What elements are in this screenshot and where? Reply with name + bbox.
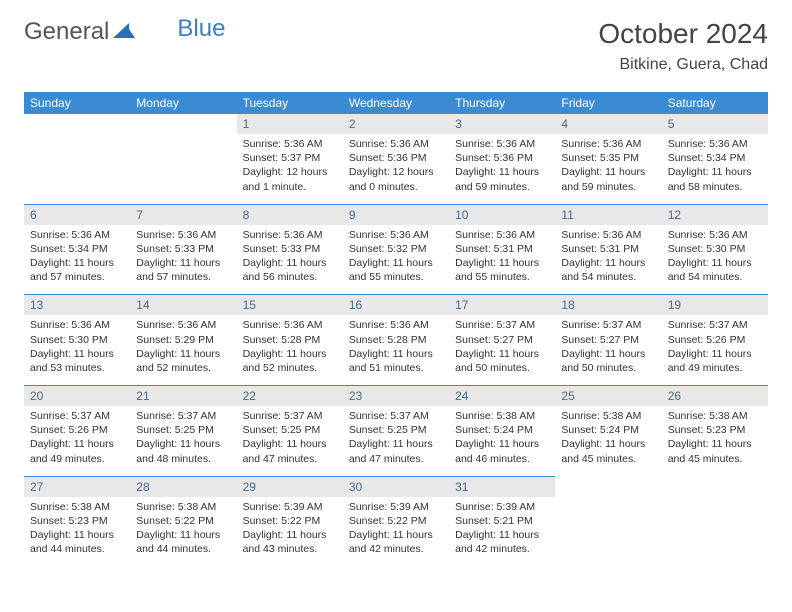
day-number-cell: 10 xyxy=(449,204,555,225)
day-number-cell: 14 xyxy=(130,295,236,316)
day-number-cell: 5 xyxy=(662,114,768,134)
day-number-cell: 26 xyxy=(662,386,768,407)
day-content-cell: Sunrise: 5:37 AMSunset: 5:26 PMDaylight:… xyxy=(24,406,130,476)
day-number-cell: 12 xyxy=(662,204,768,225)
day-content-cell: Sunrise: 5:36 AMSunset: 5:37 PMDaylight:… xyxy=(237,134,343,204)
day-content-cell: Sunrise: 5:36 AMSunset: 5:36 PMDaylight:… xyxy=(449,134,555,204)
title-block: October 2024 Bitkine, Guera, Chad xyxy=(598,18,768,74)
day-number-cell: 7 xyxy=(130,204,236,225)
logo-text-blue: Blue xyxy=(177,15,225,43)
day-number-cell: 27 xyxy=(24,476,130,497)
day-content-cell: Sunrise: 5:36 AMSunset: 5:35 PMDaylight:… xyxy=(555,134,661,204)
day-content-cell: Sunrise: 5:36 AMSunset: 5:34 PMDaylight:… xyxy=(24,225,130,295)
day-content-cell: Sunrise: 5:37 AMSunset: 5:27 PMDaylight:… xyxy=(555,315,661,385)
day-number-cell: 22 xyxy=(237,386,343,407)
day-content-cell: Sunrise: 5:36 AMSunset: 5:34 PMDaylight:… xyxy=(662,134,768,204)
day-number-cell: 18 xyxy=(555,295,661,316)
day-content-cell: Sunrise: 5:36 AMSunset: 5:32 PMDaylight:… xyxy=(343,225,449,295)
day-number-cell: 30 xyxy=(343,476,449,497)
day-content-cell xyxy=(130,134,236,204)
day-content-cell: Sunrise: 5:38 AMSunset: 5:24 PMDaylight:… xyxy=(449,406,555,476)
day-content-cell: Sunrise: 5:36 AMSunset: 5:31 PMDaylight:… xyxy=(555,225,661,295)
day-content-cell: Sunrise: 5:39 AMSunset: 5:21 PMDaylight:… xyxy=(449,497,555,567)
day-header: Monday xyxy=(130,92,236,114)
logo-text-gray: General xyxy=(24,18,109,46)
day-number-cell: 31 xyxy=(449,476,555,497)
day-content-cell: Sunrise: 5:36 AMSunset: 5:36 PMDaylight:… xyxy=(343,134,449,204)
day-content-cell: Sunrise: 5:38 AMSunset: 5:23 PMDaylight:… xyxy=(24,497,130,567)
day-content-cell: Sunrise: 5:36 AMSunset: 5:33 PMDaylight:… xyxy=(237,225,343,295)
day-number-cell: 23 xyxy=(343,386,449,407)
day-content-cell xyxy=(24,134,130,204)
location-text: Bitkine, Guera, Chad xyxy=(598,56,768,74)
day-number-cell: 1 xyxy=(237,114,343,134)
day-content-cell: Sunrise: 5:36 AMSunset: 5:31 PMDaylight:… xyxy=(449,225,555,295)
day-content-cell: Sunrise: 5:39 AMSunset: 5:22 PMDaylight:… xyxy=(237,497,343,567)
day-number-cell xyxy=(130,114,236,134)
day-content-cell: Sunrise: 5:36 AMSunset: 5:28 PMDaylight:… xyxy=(237,315,343,385)
day-content-cell: Sunrise: 5:39 AMSunset: 5:22 PMDaylight:… xyxy=(343,497,449,567)
day-content-cell: Sunrise: 5:37 AMSunset: 5:25 PMDaylight:… xyxy=(343,406,449,476)
day-number-cell: 24 xyxy=(449,386,555,407)
day-content-cell: Sunrise: 5:37 AMSunset: 5:25 PMDaylight:… xyxy=(130,406,236,476)
day-content-cell: Sunrise: 5:38 AMSunset: 5:23 PMDaylight:… xyxy=(662,406,768,476)
logo: General Blue xyxy=(24,18,225,46)
day-number-cell: 29 xyxy=(237,476,343,497)
day-header: Wednesday xyxy=(343,92,449,114)
day-content-cell: Sunrise: 5:36 AMSunset: 5:30 PMDaylight:… xyxy=(662,225,768,295)
day-header: Friday xyxy=(555,92,661,114)
day-number-cell: 19 xyxy=(662,295,768,316)
day-number-cell: 2 xyxy=(343,114,449,134)
day-content-cell: Sunrise: 5:38 AMSunset: 5:24 PMDaylight:… xyxy=(555,406,661,476)
day-number-cell: 3 xyxy=(449,114,555,134)
day-number-cell: 6 xyxy=(24,204,130,225)
day-content-cell: Sunrise: 5:36 AMSunset: 5:33 PMDaylight:… xyxy=(130,225,236,295)
day-content-cell xyxy=(555,497,661,567)
logo-sail-icon xyxy=(111,18,135,46)
day-content-cell: Sunrise: 5:36 AMSunset: 5:29 PMDaylight:… xyxy=(130,315,236,385)
header: General Blue October 2024 Bitkine, Guera… xyxy=(24,18,768,74)
day-number-cell: 13 xyxy=(24,295,130,316)
day-header: Saturday xyxy=(662,92,768,114)
day-content-cell: Sunrise: 5:36 AMSunset: 5:28 PMDaylight:… xyxy=(343,315,449,385)
day-number-cell: 21 xyxy=(130,386,236,407)
day-content-cell: Sunrise: 5:37 AMSunset: 5:27 PMDaylight:… xyxy=(449,315,555,385)
day-number-cell: 9 xyxy=(343,204,449,225)
day-content-cell xyxy=(662,497,768,567)
day-header: Tuesday xyxy=(237,92,343,114)
day-number-cell: 16 xyxy=(343,295,449,316)
day-header: Thursday xyxy=(449,92,555,114)
day-content-cell: Sunrise: 5:37 AMSunset: 5:26 PMDaylight:… xyxy=(662,315,768,385)
day-content-cell: Sunrise: 5:37 AMSunset: 5:25 PMDaylight:… xyxy=(237,406,343,476)
month-title: October 2024 xyxy=(598,18,768,50)
day-number-cell: 20 xyxy=(24,386,130,407)
day-number-cell xyxy=(662,476,768,497)
day-number-cell: 15 xyxy=(237,295,343,316)
day-number-cell xyxy=(555,476,661,497)
day-content-cell: Sunrise: 5:38 AMSunset: 5:22 PMDaylight:… xyxy=(130,497,236,567)
day-number-cell: 17 xyxy=(449,295,555,316)
day-number-cell xyxy=(24,114,130,134)
day-content-cell: Sunrise: 5:36 AMSunset: 5:30 PMDaylight:… xyxy=(24,315,130,385)
day-number-cell: 8 xyxy=(237,204,343,225)
day-header: Sunday xyxy=(24,92,130,114)
day-number-cell: 25 xyxy=(555,386,661,407)
day-number-cell: 28 xyxy=(130,476,236,497)
day-number-cell: 4 xyxy=(555,114,661,134)
calendar-table: SundayMondayTuesdayWednesdayThursdayFrid… xyxy=(24,92,768,566)
day-number-cell: 11 xyxy=(555,204,661,225)
